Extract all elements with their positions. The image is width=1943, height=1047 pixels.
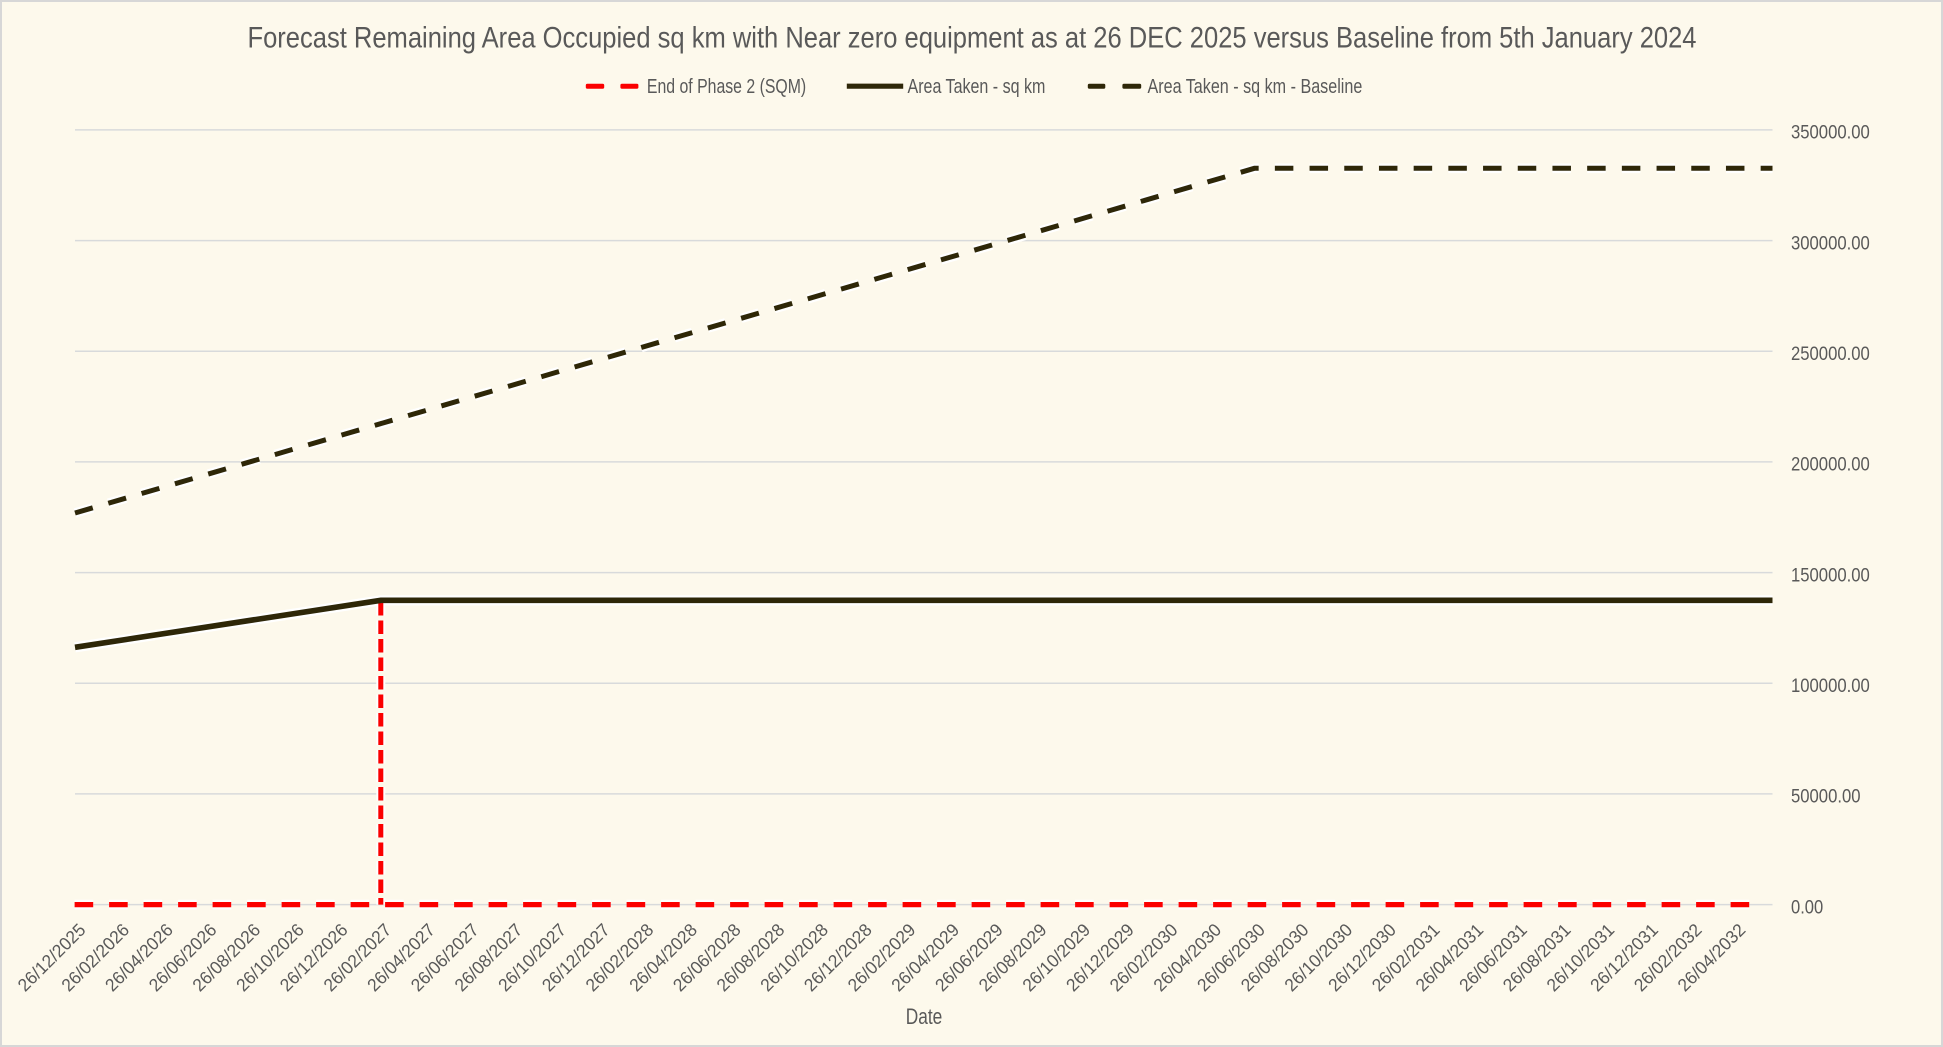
- svg-text:Area Taken - sq km: Area Taken - sq km: [908, 76, 1046, 98]
- svg-text:Date: Date: [906, 1004, 943, 1029]
- svg-text:150000.00: 150000.00: [1791, 565, 1870, 586]
- svg-text:Area Taken - sq km - Baseline: Area Taken - sq km - Baseline: [1148, 76, 1363, 98]
- svg-text:200000.00: 200000.00: [1791, 455, 1870, 476]
- svg-text:0.00: 0.00: [1791, 897, 1823, 918]
- svg-text:250000.00: 250000.00: [1791, 344, 1870, 365]
- svg-text:Forecast Remaining Area Occupi: Forecast Remaining Area Occupied sq km w…: [248, 22, 1697, 55]
- svg-text:350000.00: 350000.00: [1791, 123, 1870, 144]
- svg-text:300000.00: 300000.00: [1791, 233, 1870, 254]
- svg-text:100000.00: 100000.00: [1791, 676, 1870, 697]
- svg-text:50000.00: 50000.00: [1791, 787, 1861, 808]
- svg-text:End of Phase 2 (SQM): End of Phase 2 (SQM): [647, 76, 806, 98]
